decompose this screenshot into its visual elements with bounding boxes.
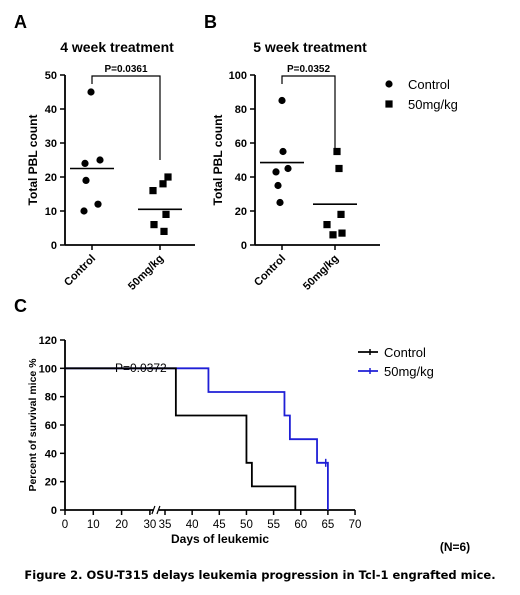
survival-curve-control	[65, 367, 297, 510]
panel-a-point	[159, 180, 167, 188]
panel-b-point	[279, 147, 287, 156]
panel-c-y-tick-label: 20	[45, 477, 57, 489]
panel-a-y-tick-label: 30	[45, 138, 57, 150]
panel-a-y-tick-label: 50	[45, 70, 57, 82]
legend-c-label-control: Control	[384, 345, 426, 360]
panel-a-y-tick-label: 20	[45, 172, 57, 184]
panel-b-y-tick-label: 20	[235, 206, 247, 218]
panel-b-point	[323, 221, 331, 229]
panel-c-y-tick-label: 0	[51, 505, 57, 517]
panel-c-y-tick-label: 120	[39, 335, 57, 347]
legend-treated-label: 50mg/kg	[408, 97, 458, 112]
panel-c-n-label: (N=6)	[440, 540, 470, 554]
panel-a-y-tick-label: 40	[45, 104, 57, 116]
panel-b-x-tick-label: 50mg/kg	[301, 253, 341, 293]
panel-c-x-tick-label: 45	[213, 519, 226, 531]
panel-c-y-tick-label: 80	[45, 392, 57, 404]
panel-c-x-tick-label: 70	[349, 519, 362, 531]
panel-c-axis-break	[156, 505, 161, 515]
panel-b-point	[274, 181, 282, 190]
panel-b-point	[329, 231, 337, 239]
panel-c-x-tick-label: 30	[144, 519, 157, 531]
panel-b-y-tick-label: 100	[229, 70, 247, 82]
panel-a-x-tick-label: 50mg/kg	[126, 253, 166, 293]
panel-a-p-value: P=0.0361	[104, 64, 148, 75]
panel-c-y-tick-label: 40	[45, 448, 57, 460]
panel-c-y-label: Percent of survival mice %	[27, 358, 39, 492]
panel-b-y-tick-label: 40	[235, 172, 247, 184]
panel-a-point	[149, 187, 157, 195]
panel-a-y-tick-label: 10	[45, 206, 57, 218]
panel-c-x-tick-label: 20	[115, 519, 128, 531]
panel-c-x-tick-label: 40	[186, 519, 199, 531]
panel-b-significance-bracket	[281, 75, 336, 150]
legend-c-label-treated: 50mg/kg	[384, 364, 434, 379]
panel-a-point	[81, 159, 89, 167]
panel-a-y-label: Total PBL count	[26, 115, 40, 206]
panel-a-x-tick-label: Control	[62, 253, 98, 289]
panel-c-x-tick-label: 10	[87, 519, 100, 531]
panel-c-x-label: Days of leukemic	[171, 532, 269, 546]
panel-c-x-tick-label: 55	[267, 519, 280, 531]
survival-curve-treated	[65, 367, 329, 510]
panel-c-x-tick-label: 60	[294, 519, 307, 531]
panel-label-a: A	[14, 12, 27, 32]
legend-circle-marker	[385, 80, 393, 88]
panel-a-point	[82, 176, 90, 184]
panel-b-point	[278, 96, 286, 105]
panel-b-y-tick-label: 0	[241, 240, 247, 252]
panel-c-x-tick-label: 65	[322, 519, 335, 531]
panel-a-significance-bracket	[91, 75, 161, 160]
panel-a-y-tick-label: 0	[51, 240, 57, 252]
panel-a-point	[162, 210, 170, 218]
panel-c-x-tick-label: 0	[62, 519, 68, 531]
panel-b-point	[276, 198, 284, 207]
panel-b-point	[337, 210, 345, 218]
panel-b-point	[284, 164, 292, 173]
panel-a-point	[160, 227, 168, 235]
panel-b-y-tick-label: 60	[235, 138, 247, 150]
panel-a-point	[164, 173, 172, 181]
panel-b-point	[335, 164, 343, 173]
legend-square-marker	[385, 100, 393, 108]
panel-b-p-value: P=0.0352	[287, 64, 331, 75]
panel-a-point	[87, 88, 95, 96]
panel-label-c: C	[14, 296, 27, 316]
panel-c-x-tick-label: 35	[159, 519, 172, 531]
panel-c-axis-break	[151, 505, 156, 515]
panel-a-point	[80, 207, 88, 215]
panel-a-point	[150, 221, 158, 229]
panel-b-point	[333, 147, 341, 156]
figure-caption: Figure 2. OSU-T315 delays leukemia progr…	[24, 568, 496, 582]
panel-b-y-tick-label: 80	[235, 104, 247, 116]
panel-a-point	[94, 200, 102, 208]
panel-c-y-tick-label: 60	[45, 420, 57, 432]
panel-a-title: 4 week treatment	[60, 39, 174, 55]
panel-b-y-label: Total PBL count	[211, 115, 225, 206]
legend-control-label: Control	[408, 77, 450, 92]
panel-b-x-tick-label: Control	[252, 253, 288, 289]
panel-c-x-tick-label: 50	[240, 519, 253, 531]
panel-b-title: 5 week treatment	[253, 39, 367, 55]
panel-label-b: B	[204, 12, 217, 32]
panel-c-y-tick-label: 100	[39, 363, 57, 375]
panel-b-point	[272, 168, 280, 176]
panel-a-point	[96, 156, 104, 164]
panel-b-point	[338, 229, 346, 237]
